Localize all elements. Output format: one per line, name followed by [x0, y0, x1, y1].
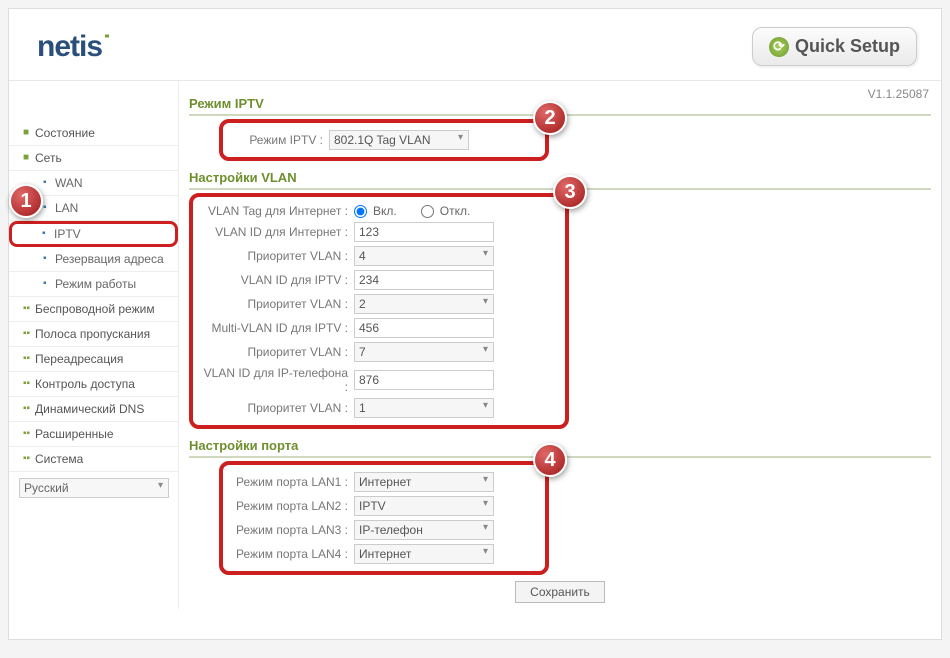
refresh-icon: ⟳ — [769, 37, 789, 57]
lan2-label: Режим порта LAN2 : — [229, 499, 354, 513]
vlan-tag-on-label: Вкл. — [373, 204, 397, 218]
prio1-label: Приоритет VLAN : — [199, 249, 354, 263]
highlight-box-3: 3 VLAN Tag для Интернет : Вкл. Откл. VLA… — [189, 193, 569, 429]
vlan-tag-on-radio[interactable] — [354, 205, 367, 218]
vlan-tag-off-label: Откл. — [440, 204, 471, 218]
version-label: V1.1.25087 — [868, 87, 929, 101]
vid-inet-input[interactable] — [354, 222, 494, 242]
prio2-select[interactable] — [354, 294, 494, 314]
logo: netis˙ — [37, 30, 111, 64]
multi-label: Multi-VLAN ID для IPTV : — [199, 321, 354, 335]
callout-4: 4 — [533, 443, 567, 477]
quick-setup-label: Quick Setup — [795, 36, 900, 57]
callout-3: 3 — [553, 175, 587, 209]
prio4-select[interactable] — [354, 398, 494, 418]
header: netis˙ ⟳ Quick Setup — [9, 9, 941, 81]
lan1-label: Режим порта LAN1 : — [229, 475, 354, 489]
vid-iptv-label: VLAN ID для IPTV : — [199, 273, 354, 287]
lan1-select[interactable] — [354, 472, 494, 492]
save-button[interactable]: Сохранить — [515, 581, 605, 603]
lan4-select[interactable] — [354, 544, 494, 564]
vid-phone-label: VLAN ID для IP-телефона : — [199, 366, 354, 394]
vid-iptv-input[interactable] — [354, 270, 494, 290]
sidebar-item-reservation[interactable]: ▪Резервация адреса — [9, 247, 178, 272]
highlight-box-4: 4 Режим порта LAN1 : Режим порта LAN2 : … — [219, 461, 549, 575]
vid-inet-label: VLAN ID для Интернет : — [199, 225, 354, 239]
lan3-select[interactable] — [354, 520, 494, 540]
prio3-label: Приоритет VLAN : — [199, 345, 354, 359]
prio3-select[interactable] — [354, 342, 494, 362]
sidebar-item-bandwidth[interactable]: ▪▪Полоса пропускания — [9, 322, 178, 347]
callout-1: 1 — [9, 184, 43, 218]
highlight-box-2: 2 Режим IPTV : — [219, 119, 549, 161]
sidebar-item-advanced[interactable]: ▪▪Расширенные — [9, 422, 178, 447]
sidebar-item-system[interactable]: ▪▪Система — [9, 447, 178, 472]
prio4-label: Приоритет VLAN : — [199, 401, 354, 415]
sidebar-item-iptv[interactable]: ▪IPTV — [9, 221, 178, 247]
sidebar-item-ddns[interactable]: ▪▪Динамический DNS — [9, 397, 178, 422]
prio2-label: Приоритет VLAN : — [199, 297, 354, 311]
sidebar-item-network[interactable]: ■Сеть — [9, 146, 178, 171]
sidebar-item-forwarding[interactable]: ▪▪Переадресация — [9, 347, 178, 372]
lan4-label: Режим порта LAN4 : — [229, 547, 354, 561]
quick-setup-button[interactable]: ⟳ Quick Setup — [752, 27, 917, 66]
prio1-select[interactable] — [354, 246, 494, 266]
iptv-mode-label: Режим IPTV : — [229, 133, 329, 147]
sidebar-item-wireless[interactable]: ▪▪Беспроводной режим — [9, 297, 178, 322]
language-select[interactable] — [19, 478, 169, 498]
sidebar-item-mode[interactable]: ▪Режим работы — [9, 272, 178, 297]
content: V1.1.25087 Режим IPTV 2 Режим IPTV : Нас… — [179, 81, 941, 609]
callout-2: 2 — [533, 101, 567, 135]
lan3-label: Режим порта LAN3 : — [229, 523, 354, 537]
vlan-tag-label: VLAN Tag для Интернет : — [199, 204, 354, 218]
sidebar-item-status[interactable]: ■Состояние — [9, 121, 178, 146]
multi-input[interactable] — [354, 318, 494, 338]
lan2-select[interactable] — [354, 496, 494, 516]
logo-text: netis — [37, 30, 102, 63]
vlan-tag-off-radio[interactable] — [421, 205, 434, 218]
sidebar: ■Состояние ■Сеть ▪WAN ▪LAN ▪IPTV ▪Резерв… — [9, 81, 179, 609]
vid-phone-input[interactable] — [354, 370, 494, 390]
sidebar-item-access[interactable]: ▪▪Контроль доступа — [9, 372, 178, 397]
iptv-mode-select[interactable] — [329, 130, 469, 150]
